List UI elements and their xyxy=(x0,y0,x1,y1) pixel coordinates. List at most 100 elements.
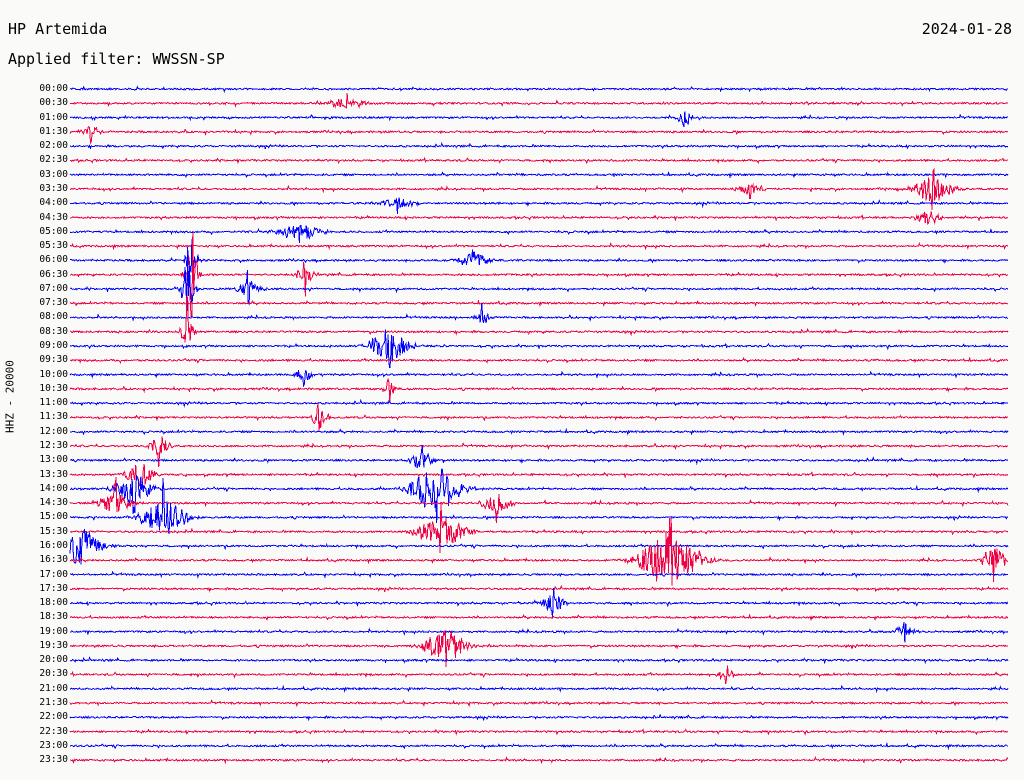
trace-row xyxy=(70,570,1009,579)
time-label: 21:30 xyxy=(39,697,68,709)
time-label: 18:30 xyxy=(39,611,68,623)
time-label: 23:00 xyxy=(39,739,68,751)
time-label: 15:00 xyxy=(39,511,68,523)
date-label: 2024-01-28 xyxy=(921,20,1012,38)
time-label: 00:30 xyxy=(39,97,68,109)
time-label: 17:00 xyxy=(39,568,68,580)
time-label: 19:30 xyxy=(39,639,68,651)
trace-row xyxy=(69,463,1009,487)
time-label: 02:00 xyxy=(39,140,68,152)
time-label: 03:00 xyxy=(39,168,68,180)
trace-row xyxy=(69,197,1009,214)
trace-row xyxy=(69,85,1009,93)
trace-row xyxy=(69,111,1009,127)
trace-row xyxy=(69,699,1009,708)
trace-row xyxy=(69,684,1009,693)
time-label: 14:30 xyxy=(39,497,68,509)
trace-row xyxy=(69,477,1009,535)
time-label: 05:30 xyxy=(39,240,68,252)
trace-row xyxy=(69,587,1009,619)
trace-row xyxy=(69,584,1009,593)
trace-row xyxy=(69,399,1008,408)
time-label: 11:00 xyxy=(39,397,68,409)
trace-row xyxy=(69,369,1009,388)
trace-row xyxy=(69,238,1009,273)
trace-row xyxy=(69,528,1009,565)
time-label: 16:00 xyxy=(39,539,68,551)
filter-label: Applied filter: WWSSN-SP xyxy=(8,50,225,68)
time-label: 12:00 xyxy=(39,425,68,437)
time-label: 08:30 xyxy=(39,325,68,337)
time-label: 18:00 xyxy=(39,597,68,609)
time-label: 12:30 xyxy=(39,440,68,451)
trace-row xyxy=(69,444,1009,469)
trace-row xyxy=(69,211,1009,226)
trace-row xyxy=(69,125,1009,146)
time-label: 22:00 xyxy=(39,711,68,723)
trace-row xyxy=(69,378,1009,403)
time-label: 19:00 xyxy=(39,625,68,637)
trace-row xyxy=(69,167,1009,210)
time-label: 06:30 xyxy=(39,268,68,280)
time-label: 07:30 xyxy=(39,297,68,309)
trace-row xyxy=(69,295,1009,343)
trace-row xyxy=(69,741,1009,751)
trace-row xyxy=(69,502,1009,554)
time-label: 15:30 xyxy=(39,525,68,537)
time-label: 23:30 xyxy=(39,754,68,766)
time-label: 02:30 xyxy=(39,154,68,166)
time-label: 17:30 xyxy=(39,582,68,594)
time-label: 20:00 xyxy=(39,654,68,666)
trace-row xyxy=(69,518,1009,586)
trace-row xyxy=(69,403,1009,433)
trace-row xyxy=(69,224,1009,243)
time-label: 08:00 xyxy=(39,311,68,323)
trace-row xyxy=(69,246,1009,311)
trace-row xyxy=(69,665,1009,684)
time-label: 13:30 xyxy=(39,468,68,480)
time-axis-labels: 00:00 00:30 01:00 01:30 02:00 02:30 03:00 03:30… xyxy=(8,0,68,780)
time-label: 07:00 xyxy=(39,282,68,294)
time-label: 04:00 xyxy=(39,197,68,209)
trace-row xyxy=(69,170,1009,179)
time-label: 10:30 xyxy=(39,382,68,394)
time-label: 13:00 xyxy=(39,454,68,466)
time-label: 16:30 xyxy=(39,554,68,566)
time-label: 03:30 xyxy=(39,182,68,194)
time-label: 01:00 xyxy=(39,111,68,123)
trace-row xyxy=(69,728,1009,736)
trace-row xyxy=(69,356,1009,364)
trace-row xyxy=(69,630,1009,667)
time-label: 21:00 xyxy=(39,682,68,694)
trace-row xyxy=(69,436,1009,468)
trace-row xyxy=(69,755,1009,765)
trace-row xyxy=(69,156,1009,165)
trace-row xyxy=(69,299,1009,308)
trace-row xyxy=(69,427,1009,436)
page-title: HP Artemida xyxy=(8,20,108,38)
time-label: 10:00 xyxy=(39,368,68,380)
trace-row xyxy=(69,232,1009,318)
trace-row xyxy=(69,622,1009,643)
trace-row xyxy=(69,477,1009,524)
trace-row xyxy=(69,656,1009,665)
trace-row xyxy=(69,613,1009,622)
time-label: 11:30 xyxy=(39,411,68,423)
time-label: 14:00 xyxy=(39,482,68,494)
trace-row xyxy=(69,241,1009,251)
time-label: 09:30 xyxy=(39,354,68,366)
trace-row xyxy=(69,329,1009,369)
time-label: 01:30 xyxy=(39,125,68,137)
time-label: 22:30 xyxy=(39,725,68,737)
trace-row xyxy=(69,713,1009,722)
trace-row xyxy=(69,142,1009,150)
time-label: 06:00 xyxy=(39,254,68,266)
time-label: 04:30 xyxy=(39,211,68,223)
trace-row xyxy=(69,93,1009,109)
time-label: 05:00 xyxy=(39,225,68,237)
trace-row xyxy=(69,302,1009,324)
time-label: 00:00 xyxy=(39,83,68,94)
time-label: 20:30 xyxy=(39,668,68,680)
